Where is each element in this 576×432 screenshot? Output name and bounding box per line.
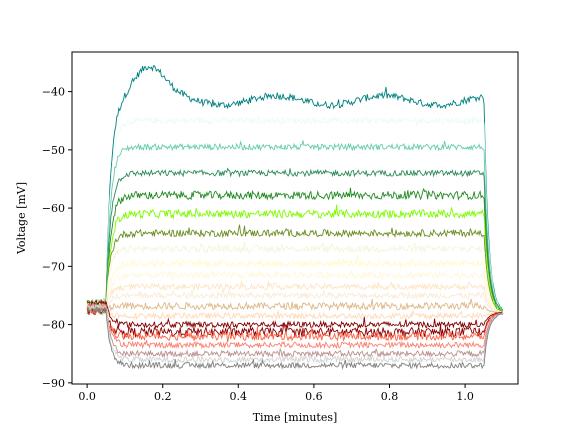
y-tick-label: −70 — [42, 260, 65, 273]
x-tick-label: 0.2 — [154, 390, 172, 403]
y-tick-label: −60 — [42, 202, 65, 215]
series-line-1 — [86, 65, 504, 310]
y-tick-label: −80 — [42, 319, 65, 332]
series-line-7 — [86, 224, 504, 313]
series-layer — [86, 65, 504, 370]
y-tick-label: −50 — [42, 144, 65, 157]
series-line-3 — [86, 140, 504, 311]
series-line-6 — [86, 204, 504, 312]
series-line-20 — [86, 302, 503, 366]
plot-frame — [71, 51, 519, 385]
series-line-9 — [86, 254, 504, 314]
series-line-13 — [86, 298, 504, 315]
series-line-19 — [86, 303, 504, 359]
x-tick-label: 0.4 — [230, 390, 248, 403]
series-line-15 — [86, 299, 504, 330]
series-line-10 — [86, 270, 504, 317]
x-tick-label: 1.0 — [456, 390, 474, 403]
series-line-21 — [86, 306, 503, 370]
series-line-11 — [86, 281, 504, 314]
y-axis-label: Voltage [mV] — [15, 182, 28, 255]
y-tick-label: −40 — [42, 86, 65, 99]
series-line-5 — [86, 187, 504, 316]
x-tick-label: 0.6 — [305, 390, 323, 403]
x-axis-label: Time [minutes] — [253, 411, 338, 424]
series-line-14 — [86, 305, 504, 321]
x-axis-ticks: 0.0 0.2 0.4 0.6 0.8 1.0 — [78, 384, 474, 403]
series-line-17 — [86, 306, 504, 343]
series-line-2 — [86, 116, 503, 315]
x-tick-label: 0.8 — [381, 390, 399, 403]
y-axis-ticks: −90 −80 −70 −60 −50 −40 — [42, 86, 72, 390]
series-line-16 — [86, 306, 504, 339]
series-line-12 — [86, 288, 504, 315]
x-tick-label: 0.0 — [78, 390, 96, 403]
y-tick-label: −90 — [42, 377, 65, 390]
series-line-18 — [86, 303, 504, 350]
series-line-8 — [86, 241, 504, 313]
series-line-4 — [86, 167, 504, 311]
